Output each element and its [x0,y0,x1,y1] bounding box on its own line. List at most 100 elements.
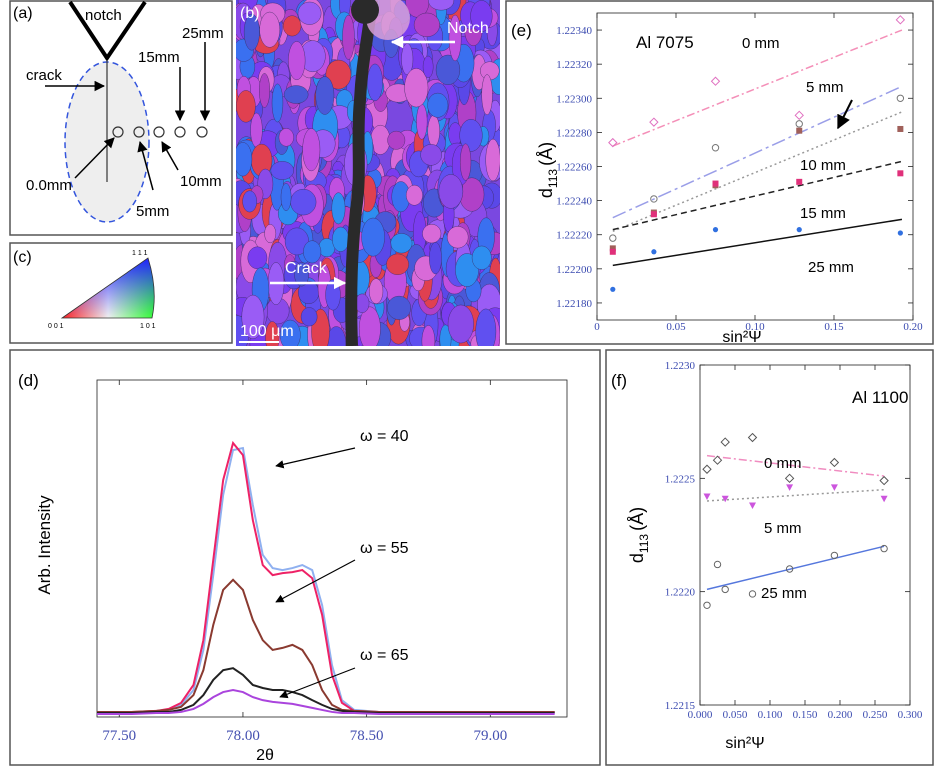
grain [265,321,280,346]
x-tick-label: 0 [594,321,600,333]
color-key-overlay [60,257,155,319]
grain [331,192,346,225]
x-tick-label: 0.250 [863,709,888,721]
x-tick-label: 0.150 [793,709,818,721]
y-axis-label: d113 (Å) [627,507,651,563]
y-axis-label-part: 113 [546,169,560,188]
grain [280,183,292,211]
fit-line [612,29,903,147]
fit-line [706,454,885,477]
arrow [275,447,356,469]
marker [720,437,730,447]
y-tick-label: 1.22320 [556,59,592,71]
marker [747,432,758,443]
grain [390,233,413,254]
marker [830,484,838,491]
panel-label: (e) [511,21,532,40]
y-axis-label: Arb. Intensity [35,495,54,595]
y-axis-label: d113 (Å) [536,142,560,198]
grain [290,188,317,216]
grain [459,119,483,152]
grain [413,12,440,37]
marker [650,211,657,218]
marker [650,195,658,203]
grain [448,14,462,62]
y-tick-label: 1.2225 [665,473,696,485]
grain [401,43,414,76]
intensity-line [97,440,555,713]
marker [786,484,794,491]
y-tick-label: 1.2230 [665,360,696,372]
arrows [45,42,211,191]
annotation: Al 1100 [852,388,908,407]
label: 0 0 1 [48,323,64,330]
y-tick-label: 1.2215 [665,700,696,712]
panel-frame [505,0,934,345]
grain [427,92,449,118]
grain [471,245,492,270]
intensity-line [97,578,555,713]
plot-area [699,364,911,706]
marker [796,127,803,134]
grain [247,246,268,269]
marker [897,125,904,132]
grain [367,63,383,102]
grain [460,143,472,181]
panel-a: (a) notch crack 25mm 15mm 0.0mm 10mm 5mm [9,0,233,236]
series-label: 10 mm [800,157,846,174]
marker [651,249,657,255]
grain [325,59,352,90]
y-tick-label: 1.2220 [665,587,696,599]
y-axis-label-part: d [627,553,647,563]
label: 0.0mm [26,177,72,194]
label: 10mm [180,173,222,190]
grain [283,85,309,104]
grain [416,103,428,140]
x-tick-label: 0.20 [903,321,923,333]
intensity-line [97,689,555,715]
grain [259,11,281,48]
scale-label: 100 μm [240,323,294,340]
grain [243,13,260,51]
marker [703,601,711,609]
grain [270,161,294,180]
grain [428,0,455,11]
grain [420,144,442,166]
x-axis-label: sin²Ψ [722,329,761,346]
y-tick-label: 1.22300 [556,93,592,105]
annotation: Al 7075 [636,33,694,52]
grain [470,0,493,32]
grain [259,73,270,108]
grain [475,308,497,346]
label: 5mm [136,203,169,220]
fit-line [706,488,885,502]
grain [236,90,256,123]
y-tick-label: 1.22260 [556,162,592,174]
marker [748,590,757,598]
grain [485,138,500,182]
x-tick-label: 0.15 [824,321,844,333]
marker [608,137,618,148]
grain [241,294,265,339]
grain [404,68,429,108]
panel-label: (c) [13,249,32,266]
panel-label: (d) [18,371,39,390]
marker [879,475,889,486]
marker [712,455,723,465]
marker [749,502,756,510]
label: crack [26,67,62,84]
y-tick-label: 1.22280 [556,127,592,139]
grain [422,224,442,244]
marker [896,94,905,102]
marker [897,170,904,177]
marker [880,544,888,553]
fit-line [612,85,903,219]
x-tick-label: 0.300 [898,709,923,721]
label: 1 1 1 [132,250,148,257]
panel-c: (c) 1 1 1 0 0 1 1 0 1 [9,242,233,344]
grain [387,295,411,320]
intensity-line [97,446,555,714]
panel-frame [9,242,233,344]
grain [481,74,493,116]
